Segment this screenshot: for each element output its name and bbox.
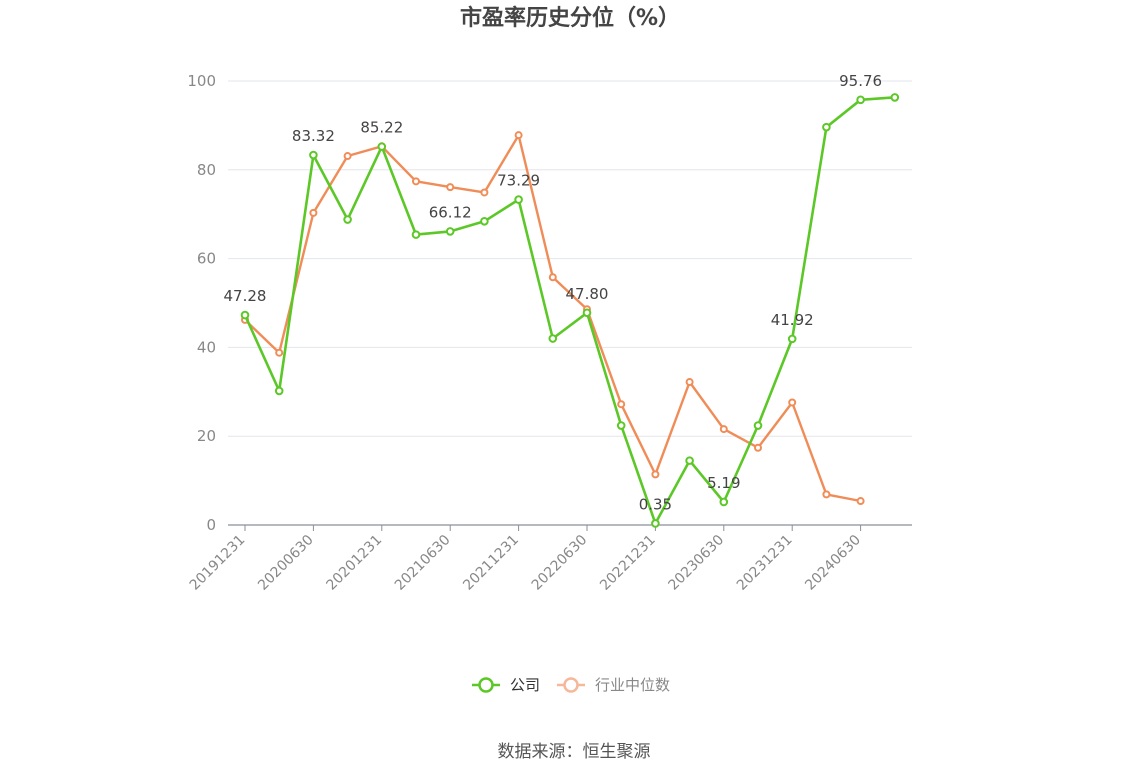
company-data-label: 73.29 [497, 172, 540, 190]
grid-lines [228, 80, 912, 437]
chart-title: 市盈率历史分位（%） [460, 5, 680, 31]
company-data-point[interactable] [822, 122, 831, 132]
industry-median-data-point[interactable] [788, 398, 797, 407]
company-legend-marker[interactable] [478, 677, 494, 693]
company-data-label: 83.32 [292, 127, 335, 145]
industry-median-data-point[interactable] [446, 183, 455, 192]
y-tick-label: 80 [197, 161, 216, 179]
industry-median-data-point[interactable] [275, 348, 284, 357]
data-source-note: 数据来源：恒生聚源 [498, 742, 651, 762]
company-data-label: 85.22 [360, 119, 403, 137]
legend[interactable]: 公司 行业中位数 [472, 676, 670, 694]
company-data-point[interactable] [548, 334, 558, 343]
industry-median-data-point[interactable] [617, 400, 626, 409]
industry-median-data-point[interactable] [480, 188, 489, 197]
x-tick-label: 20201231 [324, 532, 386, 594]
company-data-label: 47.28 [224, 287, 267, 305]
industry-median-data-point[interactable] [412, 177, 420, 186]
industry-median-data-point[interactable] [343, 152, 352, 161]
industry-median-data-point[interactable] [856, 497, 865, 506]
x-tick-label: 20221231 [597, 532, 659, 594]
company-data-point[interactable] [274, 386, 284, 396]
x-tick-label: 20211231 [460, 532, 522, 594]
x-tick-label: 20220630 [529, 532, 591, 594]
y-tick-label: 60 [197, 250, 216, 268]
company-data-point[interactable] [856, 95, 865, 105]
industry-median-data-point[interactable] [651, 470, 660, 479]
company-data-point[interactable] [445, 227, 455, 236]
company-series-line [243, 96, 895, 525]
industry-median-legend-label[interactable]: 行业中位数 [595, 676, 670, 694]
series-lines [240, 93, 900, 528]
industry-median-legend-marker[interactable] [563, 677, 579, 693]
x-tick-label: 20200630 [255, 532, 317, 594]
company-data-label: 5.19 [707, 474, 740, 492]
data-labels: 47.28 83.32 85.22 66.12 73.29 47.80 0.35 5.19 41… [224, 72, 883, 514]
company-data-point[interactable] [240, 310, 250, 320]
y-tick-label: 0 [206, 516, 216, 534]
company-data-label: 47.80 [566, 285, 609, 303]
company-data-point[interactable] [411, 230, 421, 239]
company-data-point[interactable] [582, 308, 592, 318]
company-legend-label[interactable]: 公司 [510, 676, 540, 694]
company-data-point[interactable] [514, 195, 523, 204]
industry-median-series-line [244, 133, 861, 503]
x-tick-label: 20240630 [802, 532, 864, 594]
industry-median-data-point[interactable] [514, 131, 523, 140]
company-data-point[interactable] [377, 142, 387, 151]
company-data-point[interactable] [309, 150, 318, 160]
x-tick-label: 20191231 [187, 532, 249, 594]
x-tick-label: 20231231 [734, 532, 796, 594]
industry-median-data-point[interactable] [685, 378, 694, 387]
company-data-label: 0.35 [639, 495, 672, 513]
company-data-point[interactable] [685, 456, 694, 465]
company-data-label: 41.92 [771, 311, 814, 329]
company-data-label: 66.12 [429, 203, 472, 221]
company-data-label: 95.76 [839, 72, 882, 90]
company-data-point[interactable] [890, 93, 900, 102]
company-data-point[interactable] [651, 519, 660, 528]
company-data-point[interactable] [343, 215, 352, 224]
y-tick-label: 100 [187, 72, 216, 90]
industry-median-data-point[interactable] [309, 208, 318, 217]
industry-median-data-point[interactable] [822, 490, 831, 499]
company-data-point[interactable] [480, 217, 489, 226]
industry-median-data-point[interactable] [719, 425, 728, 434]
company-data-point[interactable] [753, 421, 763, 430]
industry-median-data-point[interactable] [548, 273, 557, 282]
industry-median-data-point[interactable] [754, 443, 762, 452]
company-data-point[interactable] [616, 421, 626, 430]
company-data-point[interactable] [787, 334, 797, 344]
x-tick-label: 20210630 [392, 532, 454, 594]
y-tick-label: 40 [197, 338, 216, 356]
company-data-point[interactable] [719, 497, 729, 507]
x-tick-label: 20230630 [666, 532, 728, 594]
y-tick-label: 20 [197, 427, 216, 445]
